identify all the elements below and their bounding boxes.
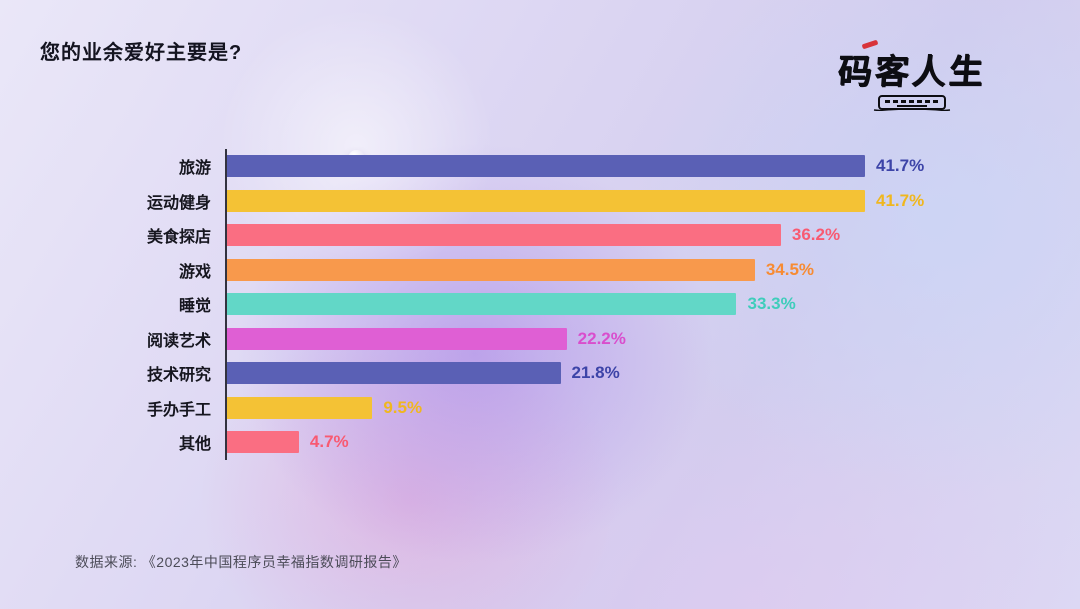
value-label: 21.8% xyxy=(571,363,620,383)
bar-track: 41.7% xyxy=(225,149,1035,184)
logo-text: 码客人生 xyxy=(836,53,988,91)
value-label: 9.5% xyxy=(383,397,423,417)
value-label: 41.7% xyxy=(876,156,925,176)
bar xyxy=(227,396,373,419)
chart-row: 其他 4.7% xyxy=(75,425,1035,460)
chart-row: 美食探店 36.2% xyxy=(75,218,1035,253)
chart-row: 运动健身 41.7% xyxy=(75,183,1035,218)
value-label: 22.2% xyxy=(577,328,626,348)
chart-row: 阅读艺术 22.2% xyxy=(75,321,1035,356)
bar-track: 36.2% xyxy=(225,218,1035,253)
bar-chart: 旅游 41.7% 运动健身 41.7% 美食探店 36.2% 游戏 34.5% 睡觉 33.3% 阅… xyxy=(75,149,1035,460)
chart-row: 游戏 34.5% xyxy=(75,252,1035,287)
bar xyxy=(227,224,781,247)
page-title: 您的业余爱好主要是? xyxy=(40,42,243,64)
category-label: 阅读艺术 xyxy=(146,332,211,350)
chart-row: 旅游 41.7% xyxy=(75,149,1035,184)
value-label: 34.5% xyxy=(765,259,815,279)
chart-rows: 旅游 41.7% 运动健身 41.7% 美食探店 36.2% 游戏 34.5% 睡觉 33.3% 阅… xyxy=(75,149,1035,460)
category-label: 技术研究 xyxy=(146,367,211,385)
category-label: 睡觉 xyxy=(178,298,211,316)
data-source-note: 数据来源: 《2023年中国程序员幸福指数调研报告》 xyxy=(75,554,407,570)
bar xyxy=(227,431,299,454)
brand-logo: 码客人生 xyxy=(832,39,992,111)
category-label: 其他 xyxy=(178,436,211,454)
bar-track: 22.2% xyxy=(225,321,1035,356)
chart-row: 睡觉 33.3% xyxy=(75,287,1035,322)
value-label: 41.7% xyxy=(876,190,925,210)
bar-track: 9.5% xyxy=(225,390,1035,425)
category-label: 游戏 xyxy=(178,263,211,281)
bar-track: 41.7% xyxy=(225,183,1035,218)
keyboard-icon xyxy=(873,95,951,111)
chart-row: 手办手工 9.5% xyxy=(75,390,1035,425)
bar xyxy=(227,362,561,385)
bar xyxy=(227,327,567,350)
bar-track: 4.7% xyxy=(225,425,1035,460)
bar-track: 34.5% xyxy=(225,252,1035,287)
value-label: 36.2% xyxy=(791,225,841,245)
bar-track: 21.8% xyxy=(225,356,1035,391)
category-label: 美食探店 xyxy=(146,229,211,247)
category-label: 运动健身 xyxy=(146,194,211,212)
category-label: 手办手工 xyxy=(146,401,211,419)
bar-track: 33.3% xyxy=(225,287,1035,322)
bar xyxy=(227,155,865,178)
value-label: 33.3% xyxy=(747,294,796,314)
category-label: 旅游 xyxy=(178,160,211,178)
value-label: 4.7% xyxy=(309,432,349,452)
bar xyxy=(227,293,737,316)
chart-row: 技术研究 21.8% xyxy=(75,356,1035,391)
bar xyxy=(227,258,755,281)
bar xyxy=(227,189,865,212)
